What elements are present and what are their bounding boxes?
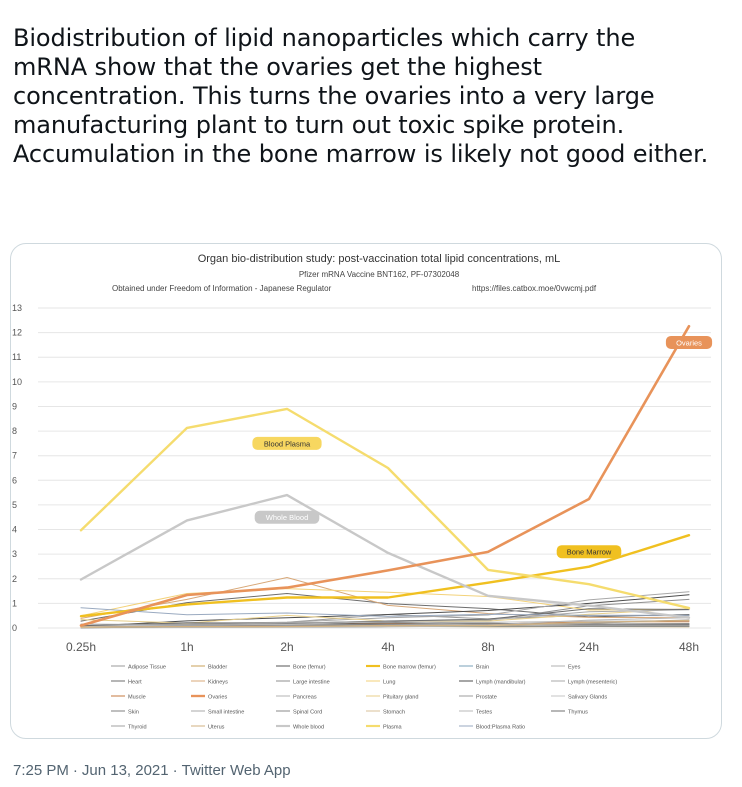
series-line	[79, 534, 691, 618]
legend-label: Lung	[383, 680, 395, 686]
legend-label: Testes	[476, 710, 492, 716]
series-lines	[79, 324, 691, 629]
legend-label: Thymus	[568, 710, 588, 716]
legend-label: Lymph (mesenteric)	[568, 680, 617, 686]
tweet-timestamp[interactable]: 7:25 PM · Jun 13, 2021 · Twitter Web App	[13, 762, 291, 779]
series-line	[80, 607, 690, 617]
legend-label: Pituitary gland	[383, 695, 418, 701]
y-tick-label: 0	[12, 623, 17, 633]
legend-label: Whole blood	[293, 725, 324, 731]
y-tick-label: 3	[12, 549, 17, 559]
separator: ·	[72, 762, 78, 779]
series-line	[80, 619, 690, 628]
y-tick-label: 1	[12, 598, 17, 608]
tweet-app[interactable]: Twitter Web App	[181, 762, 291, 779]
series-line	[79, 324, 691, 627]
x-tick-label: 2h	[280, 640, 293, 654]
legend: Adipose Tissue Bladder Bone (femur) Bone ma…	[111, 665, 617, 731]
x-tick-label: 4h	[381, 640, 394, 654]
x-tick-label: 8h	[481, 640, 494, 654]
legend-label: Bladder	[208, 665, 227, 671]
chart-source-url: https://files.catbox.moe/0vwcmj.pdf	[472, 284, 597, 293]
chart-card[interactable]: Organ bio-distribution study: post-vacci…	[10, 243, 722, 739]
legend-label: Plasma	[383, 725, 403, 731]
y-tick-label: 12	[12, 328, 22, 338]
annotation-label: Bone Marrow	[567, 548, 612, 557]
x-axis-ticks: 0.25h 1h 2h 4h 8h 24h 48h	[66, 640, 699, 654]
x-tick-label: 24h	[579, 640, 599, 654]
tweet-time: 7:25 PM	[13, 762, 69, 779]
legend-label: Blood:Plasma Ratio	[476, 725, 525, 731]
series-line	[80, 588, 690, 617]
series-line	[80, 619, 690, 626]
legend-label: Spinal Cord	[293, 710, 322, 716]
biodistribution-chart: Organ bio-distribution study: post-vacci…	[12, 253, 713, 731]
x-tick-label: 1h	[180, 640, 193, 654]
y-tick-label: 7	[12, 451, 17, 461]
separator: ·	[172, 762, 178, 779]
legend-label: Lymph (mandibular)	[476, 680, 526, 686]
legend-label: Muscle	[128, 695, 146, 701]
legend-label: Bone marrow (femur)	[383, 665, 436, 671]
y-tick-label: 6	[12, 475, 17, 485]
chart-subtitle: Pfizer mRNA Vaccine BNT162, PF-07302048	[299, 270, 460, 279]
legend-label: Small intestine	[208, 710, 244, 716]
series-line	[80, 577, 690, 619]
legend-label: Heart	[128, 680, 142, 686]
legend-label: Thyroid	[128, 725, 147, 731]
legend-label: Large intestine	[293, 680, 330, 686]
y-tick-label: 5	[12, 500, 17, 510]
y-tick-label: 2	[12, 574, 17, 584]
annotation-label: Ovaries	[676, 338, 702, 347]
y-tick-label: 9	[12, 401, 17, 411]
chart-title: Organ bio-distribution study: post-vacci…	[198, 253, 561, 265]
legend-label: Pancreas	[293, 695, 317, 701]
annotation-badge	[254, 510, 320, 524]
tweet-text: Biodistribution of lipid nanoparticles w…	[13, 24, 709, 168]
annotations: Ovaries Blood Plasma Whole Blood Bone Marro…	[252, 335, 713, 559]
annotation-label: Whole Blood	[266, 513, 309, 522]
series-line	[79, 407, 691, 610]
legend-label: Salivary Glands	[568, 695, 607, 701]
legend-label: Bone (femur)	[293, 665, 326, 671]
chart-source-note: Obtained under Freedom of Information - …	[112, 284, 332, 293]
y-tick-label: 13	[12, 303, 22, 313]
series-line	[80, 608, 690, 627]
legend-label: Stomach	[383, 710, 405, 716]
y-tick-label: 11	[12, 352, 21, 362]
series-line	[80, 594, 690, 627]
annotation-badge	[665, 335, 713, 349]
legend-label: Prostate	[476, 695, 497, 701]
legend-label: Eyes	[568, 665, 581, 671]
x-tick-label: 0.25h	[66, 640, 96, 654]
legend-label: Adipose Tissue	[128, 665, 166, 671]
annotation-badge	[556, 545, 622, 559]
legend-label: Skin	[128, 710, 139, 716]
annotation-badge	[252, 436, 322, 450]
series-line	[79, 493, 691, 619]
tweet-date: Jun 13, 2021	[81, 762, 169, 779]
legend-label: Kidneys	[208, 680, 228, 686]
legend-label: Brain	[476, 665, 489, 671]
y-tick-label: 8	[12, 426, 17, 436]
x-tick-label: 48h	[679, 640, 699, 654]
y-tick-label: 4	[12, 525, 17, 535]
legend-label: Ovaries	[208, 695, 227, 701]
annotation-label: Blood Plasma	[264, 439, 311, 448]
grid	[38, 307, 711, 629]
y-tick-label: 10	[12, 377, 22, 387]
legend-label: Uterus	[208, 725, 225, 731]
